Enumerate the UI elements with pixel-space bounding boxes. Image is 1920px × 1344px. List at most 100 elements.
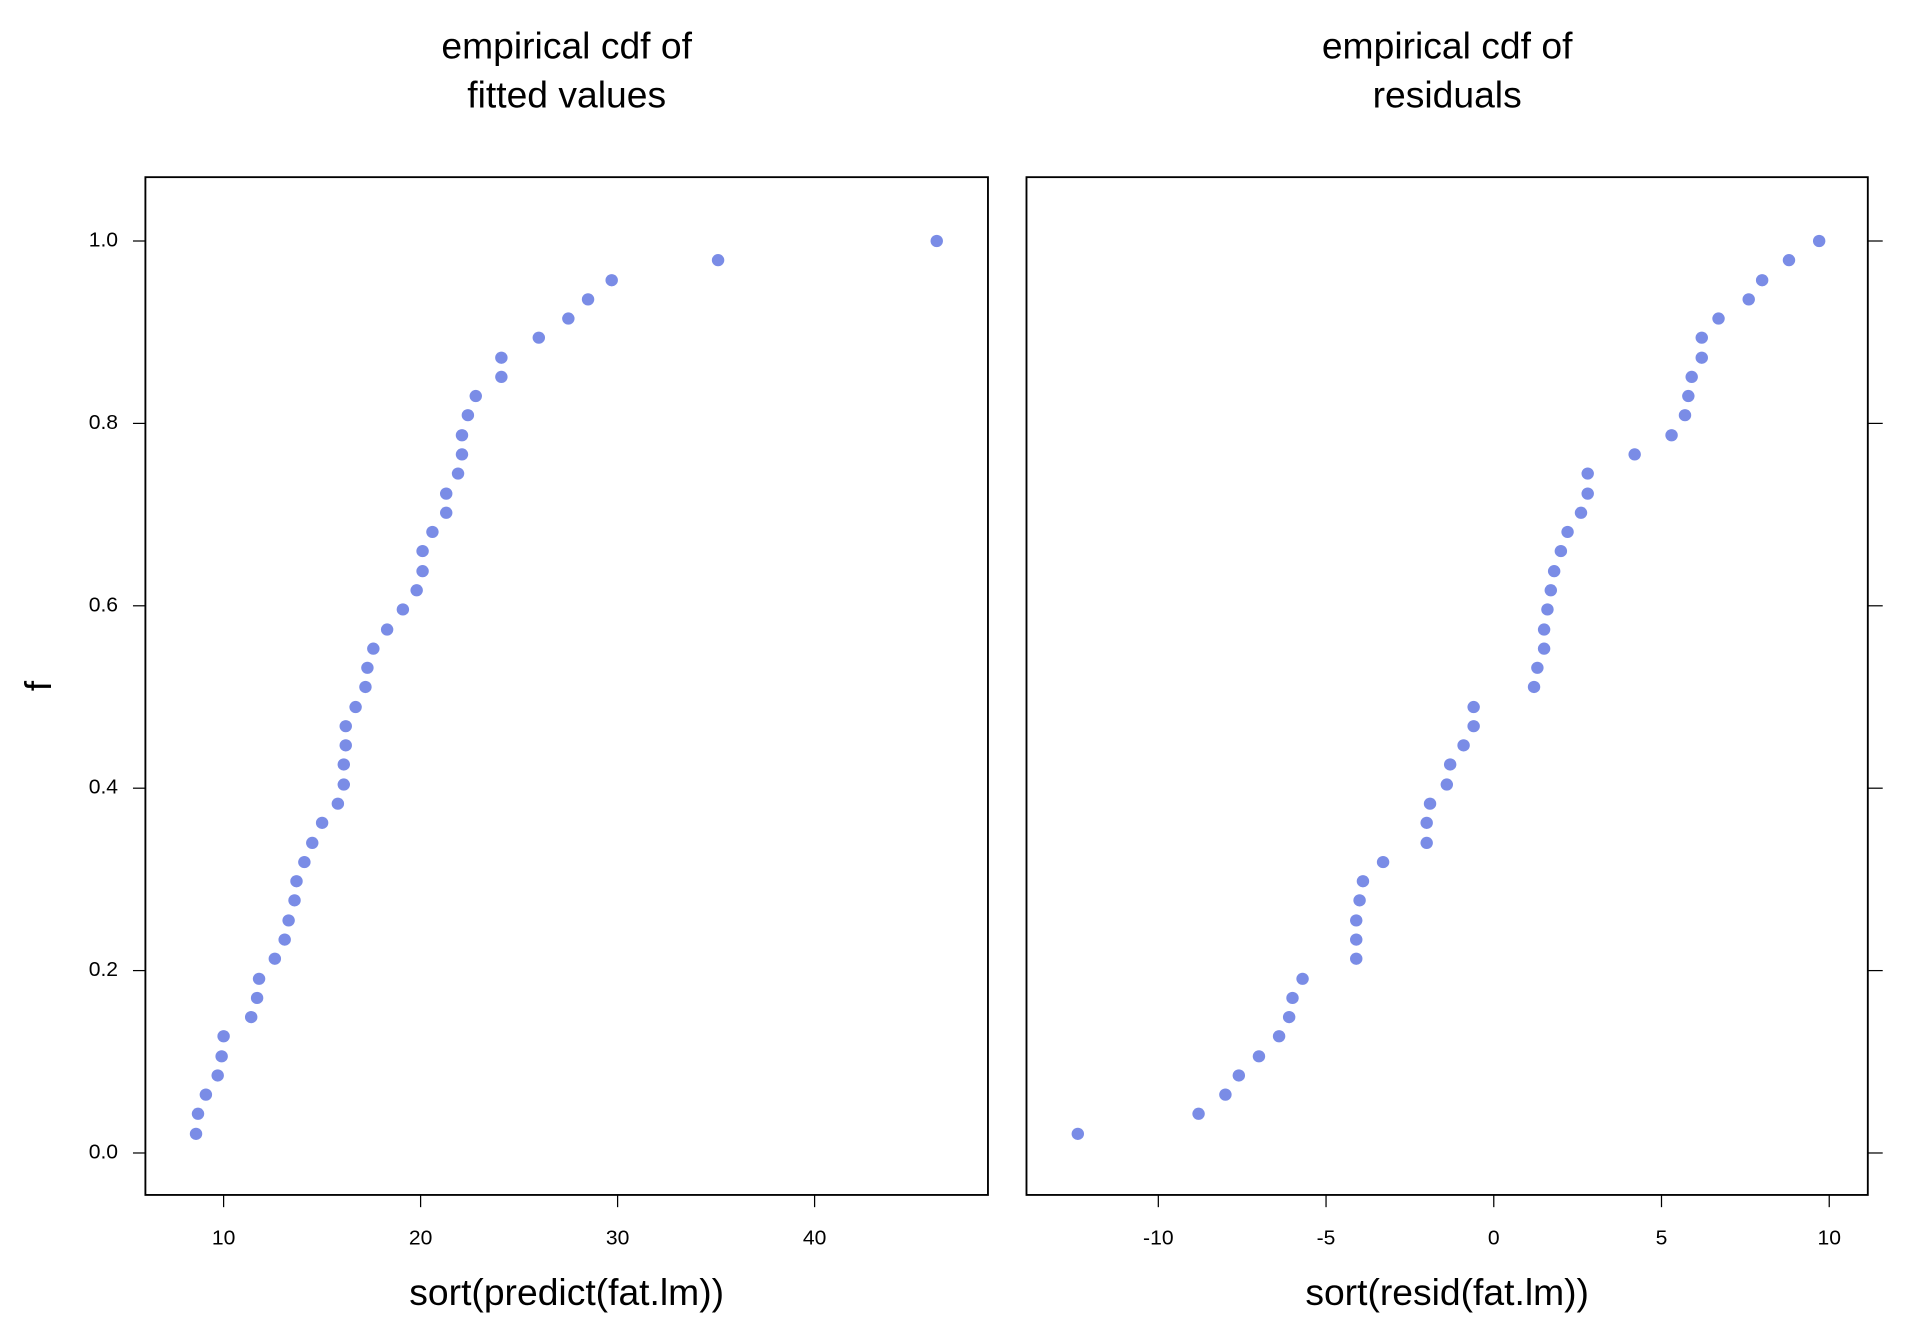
point — [250, 991, 264, 1005]
point — [440, 487, 453, 500]
point — [268, 952, 282, 965]
point — [1695, 331, 1708, 344]
point — [1457, 739, 1470, 752]
point — [1420, 816, 1433, 829]
point — [426, 525, 439, 539]
point — [1547, 565, 1561, 578]
point — [1685, 370, 1698, 383]
point — [1527, 680, 1541, 694]
point — [1350, 933, 1363, 946]
point — [349, 700, 362, 714]
point — [1350, 952, 1363, 965]
plot-frame — [1025, 176, 1869, 1196]
point — [532, 331, 546, 344]
point — [1376, 855, 1390, 869]
point — [1467, 700, 1480, 714]
point — [1581, 487, 1594, 500]
point — [252, 972, 266, 985]
point — [244, 1010, 258, 1024]
x-tick-label: 0 — [1488, 1227, 1500, 1250]
point — [191, 1107, 205, 1120]
point — [1574, 506, 1588, 519]
point — [1356, 875, 1370, 888]
point — [359, 680, 372, 694]
point — [1071, 1127, 1085, 1140]
point — [1628, 448, 1641, 461]
point — [1695, 351, 1708, 364]
point — [455, 429, 469, 442]
point — [451, 467, 465, 480]
chart-title: empirical cdf of — [441, 26, 692, 67]
point — [315, 816, 329, 829]
point — [1192, 1107, 1205, 1120]
y-tick-label: 0.6 — [89, 593, 118, 616]
chart-title: residuals — [1373, 75, 1522, 116]
point — [1232, 1069, 1246, 1082]
point — [1443, 758, 1457, 771]
point — [1742, 293, 1755, 306]
point — [1440, 778, 1454, 791]
point — [1420, 836, 1433, 850]
y-tick-label: 0.4 — [89, 776, 119, 799]
point — [1678, 409, 1692, 422]
point — [930, 234, 943, 248]
chart-title: empirical cdf of — [1322, 26, 1573, 67]
point — [605, 274, 618, 287]
point — [1665, 429, 1678, 442]
point — [1554, 544, 1568, 558]
point — [1272, 1030, 1286, 1043]
point — [1467, 720, 1480, 733]
point — [380, 623, 394, 636]
point — [1782, 254, 1796, 267]
x-tick-label: 5 — [1656, 1227, 1668, 1250]
point — [1537, 642, 1551, 655]
y-tick-label: 0.2 — [89, 958, 118, 981]
point — [1541, 603, 1554, 616]
point — [581, 293, 595, 306]
point — [215, 1050, 228, 1063]
point — [199, 1088, 213, 1101]
point — [278, 933, 291, 946]
point — [1537, 623, 1551, 636]
point — [1286, 991, 1299, 1005]
point — [339, 739, 352, 752]
x-tick-label: 10 — [212, 1227, 235, 1250]
point — [495, 370, 508, 383]
point — [1350, 914, 1363, 927]
point — [1755, 274, 1769, 287]
point — [211, 1069, 224, 1082]
point — [1252, 1050, 1266, 1063]
point — [1531, 661, 1544, 674]
point — [290, 875, 303, 888]
x-tick-label: 20 — [409, 1227, 432, 1250]
x-tick-label: 40 — [803, 1227, 826, 1250]
point — [416, 565, 429, 578]
point — [217, 1030, 230, 1043]
point — [1812, 234, 1826, 248]
point — [461, 409, 475, 422]
x-tick-label: 30 — [606, 1227, 629, 1250]
point — [562, 312, 575, 325]
point — [711, 254, 725, 267]
point — [361, 661, 374, 674]
x-tick-label: 10 — [1817, 1227, 1840, 1250]
point — [367, 642, 380, 655]
point — [1282, 1010, 1296, 1024]
point — [455, 448, 469, 461]
y-tick-label: 1.0 — [89, 229, 118, 252]
point — [1296, 972, 1309, 985]
y-tick-label: 0.8 — [89, 411, 118, 434]
x-axis-label: sort(resid(fat.lm)) — [1305, 1272, 1589, 1313]
point — [331, 797, 345, 810]
point — [440, 506, 453, 519]
point — [298, 855, 311, 869]
point — [495, 351, 508, 364]
x-tick-label: -5 — [1317, 1227, 1336, 1250]
plot-frame — [144, 176, 989, 1196]
x-axis-label: sort(predict(fat.lm)) — [409, 1272, 724, 1313]
point — [282, 914, 295, 927]
point — [1353, 894, 1366, 907]
point — [1682, 389, 1695, 403]
